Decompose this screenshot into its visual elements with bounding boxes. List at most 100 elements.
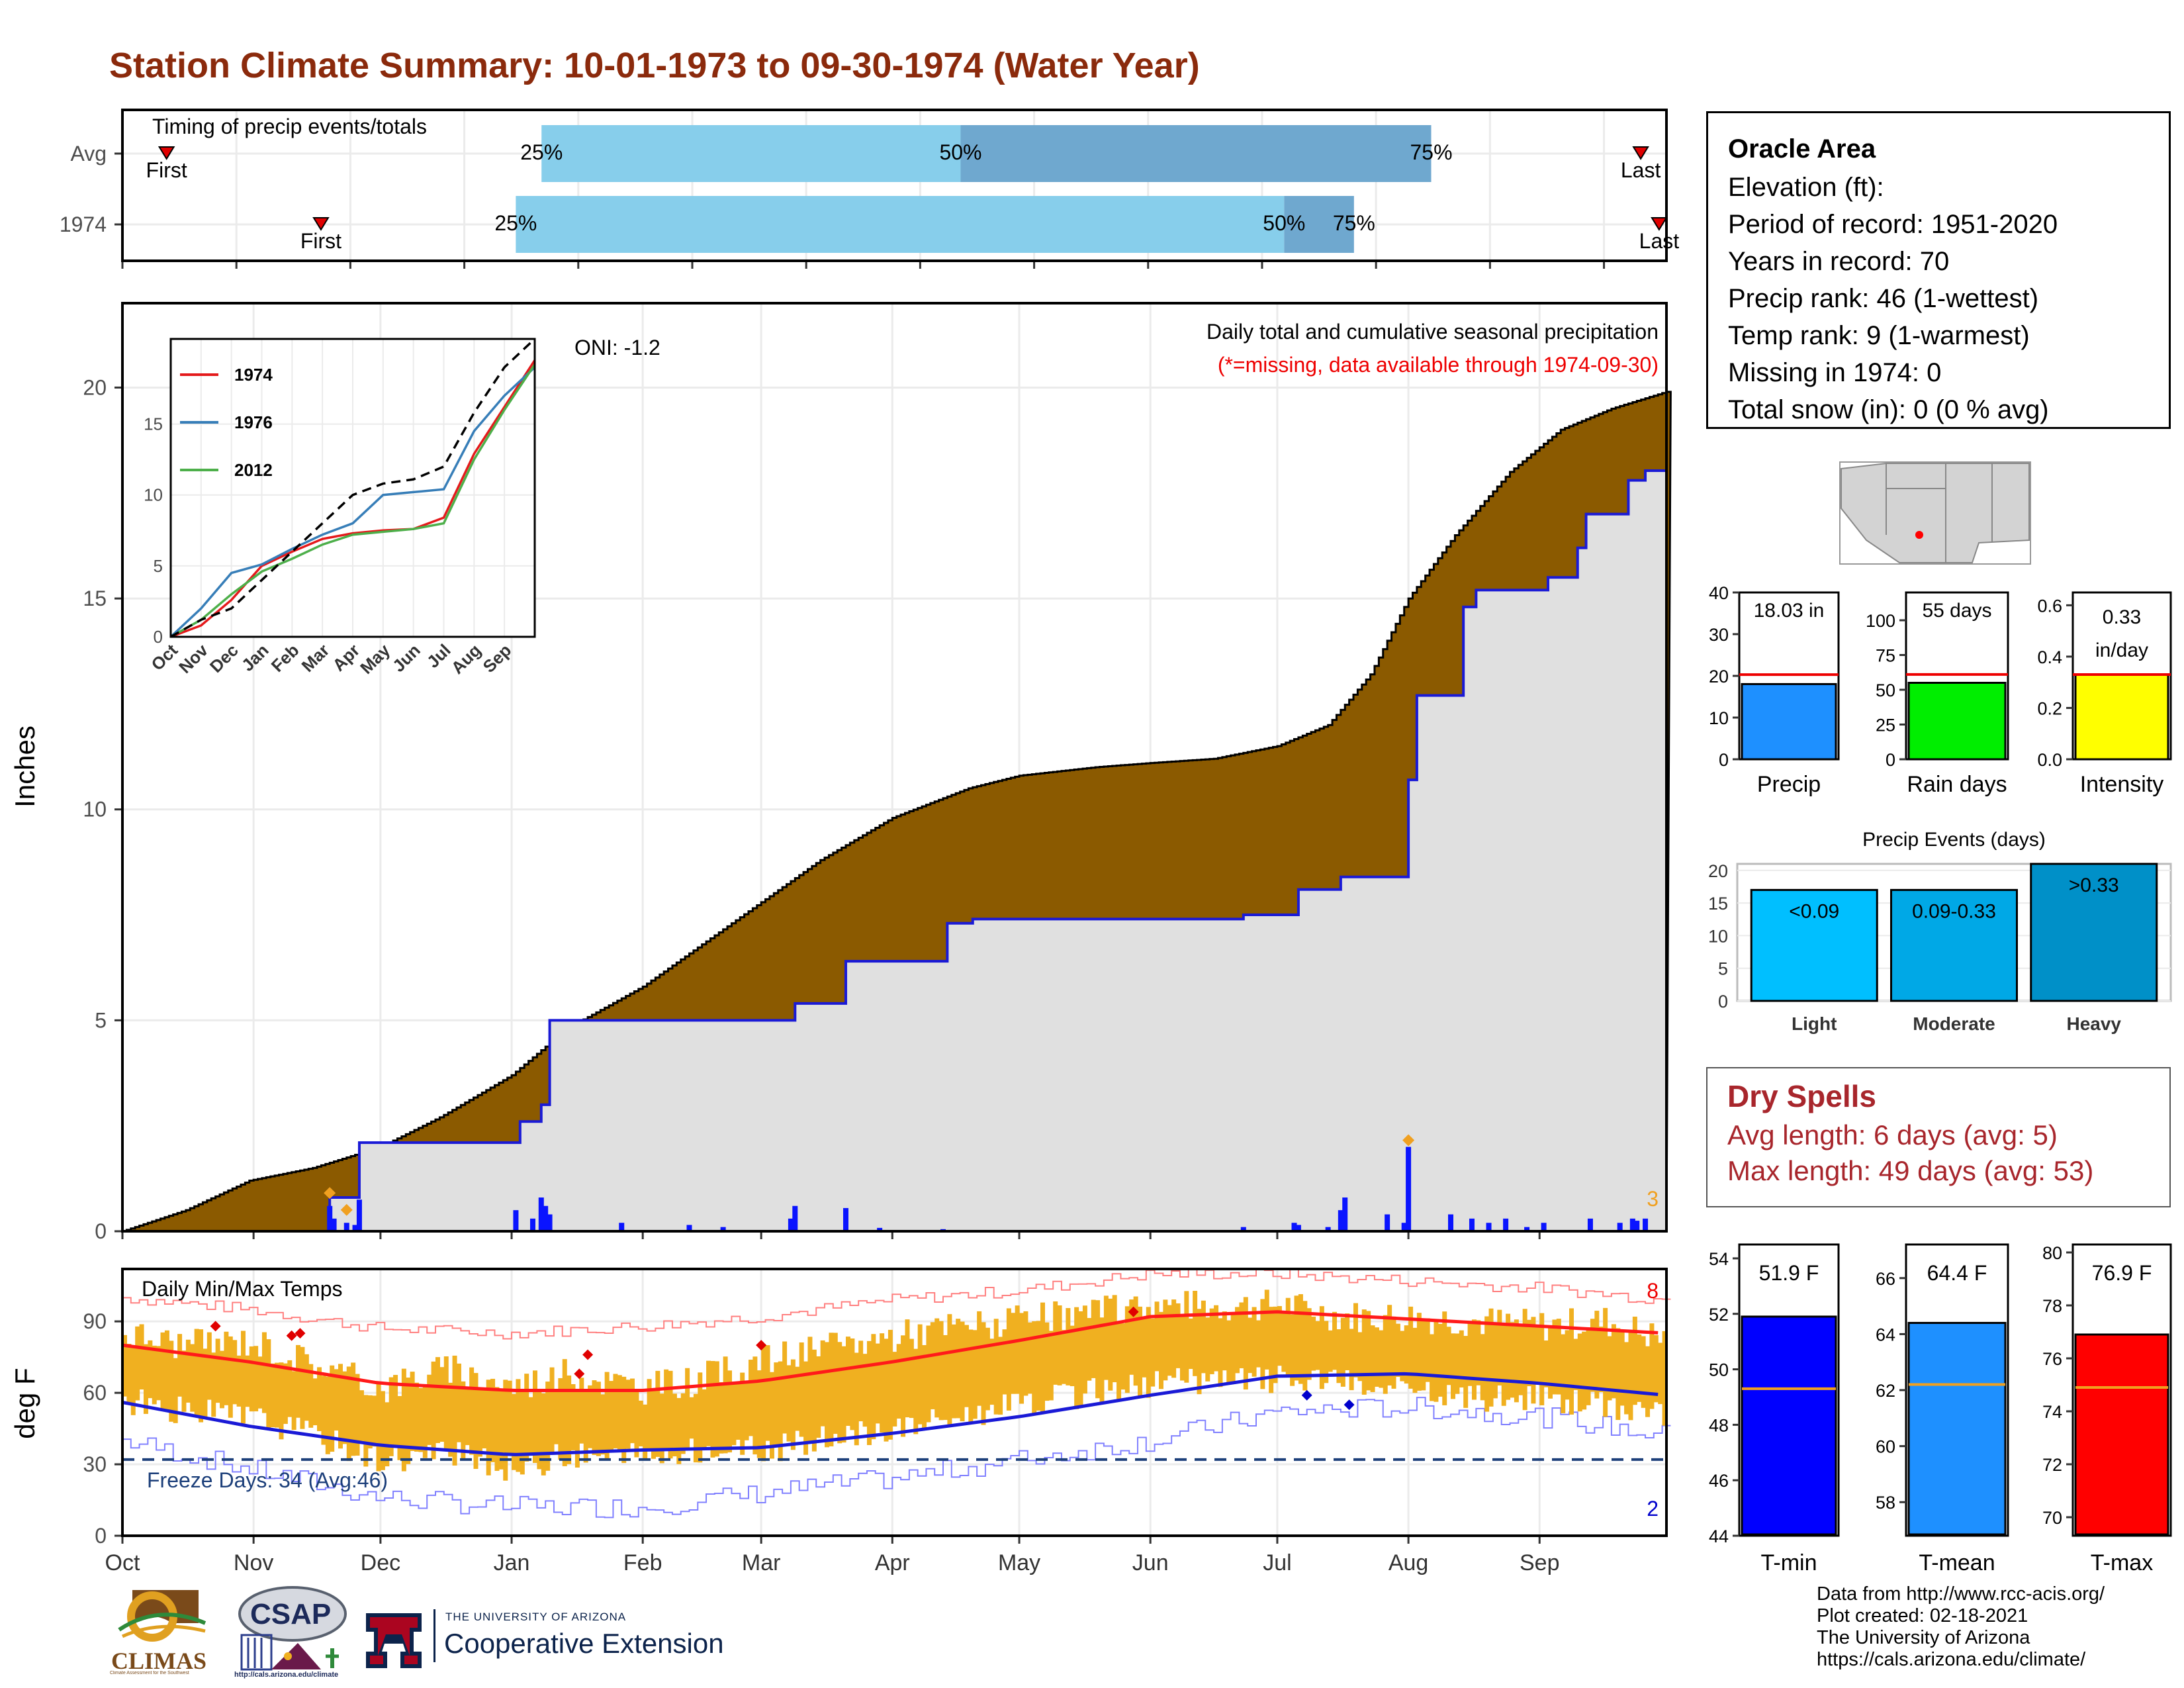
daily-temp-range-bar bbox=[1653, 1335, 1659, 1403]
daily-temp-range-bar bbox=[503, 1380, 508, 1481]
daily-temp-range-bar bbox=[1353, 1303, 1358, 1378]
daily-temp-range-bar bbox=[740, 1372, 745, 1455]
daily-temp-range-bar bbox=[435, 1357, 440, 1443]
daily-temp-range-bar bbox=[1298, 1294, 1303, 1384]
record-precip-marker bbox=[340, 1203, 353, 1216]
daily-temp-range-bar bbox=[989, 1338, 995, 1405]
daily-temp-range-bar bbox=[1048, 1331, 1054, 1401]
precip-stat-tick-label: 0.2 bbox=[2037, 698, 2062, 718]
daily-temp-range-bar bbox=[1040, 1302, 1046, 1413]
daily-temp-range-bar bbox=[1214, 1305, 1219, 1372]
daily-temp-range-bar bbox=[1416, 1313, 1422, 1391]
daily-temp-range-bar bbox=[668, 1370, 673, 1459]
temp-stat-bar-0 bbox=[1741, 1315, 1837, 1536]
daily-temp-range-bar bbox=[342, 1371, 347, 1444]
daily-temp-range-bar bbox=[1061, 1330, 1066, 1384]
daily-precip-bar bbox=[356, 1199, 362, 1231]
daily-temp-range-bar bbox=[1032, 1321, 1037, 1413]
daily-temp-range-bar bbox=[1243, 1297, 1248, 1390]
csap-logo-text: CSAP bbox=[250, 1598, 332, 1630]
daily-precip-bar bbox=[1385, 1214, 1390, 1231]
daily-temp-range-bar bbox=[744, 1381, 749, 1440]
daily-precip-bar bbox=[538, 1197, 544, 1231]
daily-temp-range-bar bbox=[858, 1340, 864, 1422]
daily-temp-range-bar bbox=[731, 1382, 737, 1446]
daily-temp-range-bar bbox=[304, 1354, 309, 1421]
climas-logo: CLIMAS Climate Assessment for the Southw… bbox=[106, 1583, 218, 1676]
timing-pct-label: 75% bbox=[1333, 211, 1375, 235]
daily-temp-range-bar bbox=[1066, 1308, 1071, 1385]
precip-ytick-label: 15 bbox=[83, 586, 107, 610]
daily-temp-range-bar bbox=[533, 1370, 537, 1464]
daily-temp-range-bar bbox=[1222, 1311, 1227, 1371]
daily-temp-range-bar bbox=[702, 1389, 707, 1448]
precip-ytick-label: 20 bbox=[83, 375, 107, 399]
climas-logo-subtext: Climate Assessment for the Southwest bbox=[110, 1671, 189, 1675]
precip-ytick-label: 5 bbox=[95, 1008, 107, 1032]
timing-row-label: Avg bbox=[70, 142, 107, 165]
daily-temp-range-bar bbox=[1497, 1309, 1502, 1385]
inset-ytick-label: 0 bbox=[154, 627, 163, 647]
daily-precip-bar bbox=[513, 1210, 519, 1231]
daily-temp-range-bar bbox=[1184, 1291, 1189, 1383]
daily-temp-range-bar bbox=[135, 1326, 140, 1401]
timing-pct-label: 50% bbox=[1263, 211, 1305, 235]
daily-temp-range-bar bbox=[1433, 1319, 1439, 1402]
record-high-line bbox=[122, 1268, 1671, 1340]
daily-temp-range-bar bbox=[1209, 1308, 1214, 1374]
daily-temp-range-bar bbox=[710, 1360, 715, 1458]
precip-events-bar-light bbox=[1750, 888, 1878, 1002]
daily-temp-range-bar bbox=[1577, 1333, 1582, 1412]
timing-pct-label: 50% bbox=[939, 140, 981, 164]
daily-temp-range-bar bbox=[1044, 1322, 1050, 1401]
daily-temp-range-bar bbox=[1446, 1327, 1451, 1385]
precip-stat-tick-label: 0.6 bbox=[2037, 596, 2062, 616]
daily-temp-range-bar bbox=[913, 1348, 919, 1434]
daily-temp-range-bar bbox=[1103, 1295, 1109, 1380]
daily-temp-range-bar bbox=[887, 1329, 893, 1440]
precip-ytick-label: 10 bbox=[83, 798, 107, 821]
info-missing: Missing in 1974: 0 bbox=[1728, 358, 1942, 387]
daily-temp-range-bar bbox=[1619, 1331, 1625, 1406]
temp-ytick-label: 60 bbox=[83, 1381, 107, 1405]
daily-temp-range-bar bbox=[685, 1368, 690, 1450]
precip-stat-tick-label: 40 bbox=[1709, 583, 1729, 603]
daily-temp-range-bar bbox=[786, 1365, 792, 1442]
daily-temp-range-bar bbox=[1527, 1319, 1532, 1387]
temp-stat-tick-label: 66 bbox=[1876, 1269, 1895, 1289]
daily-temp-range-bar bbox=[1179, 1316, 1185, 1381]
daily-temp-range-bar bbox=[482, 1389, 487, 1448]
precip-panel-title: Daily total and cumulative seasonal prec… bbox=[1206, 320, 1659, 344]
daily-temp-range-bar bbox=[1522, 1309, 1527, 1411]
daily-temp-range-bar bbox=[1095, 1300, 1101, 1399]
obs-cumulative-precip-line bbox=[122, 469, 1666, 1233]
record-temp-marker bbox=[210, 1321, 221, 1332]
daily-temp-range-bar bbox=[194, 1329, 199, 1417]
record-temp-marker bbox=[1343, 1399, 1355, 1411]
daily-temp-range-bar bbox=[1306, 1308, 1312, 1380]
daily-temp-range-bar bbox=[837, 1342, 842, 1444]
daily-temp-range-bar bbox=[1264, 1289, 1269, 1370]
daily-temp-range-bar bbox=[1476, 1320, 1481, 1385]
month-tick-label: Sep bbox=[1520, 1550, 1560, 1575]
precip-stat-tick-label: 30 bbox=[1709, 625, 1729, 645]
daily-precip-bar bbox=[352, 1225, 358, 1231]
timing-bar-50-75 bbox=[960, 125, 1432, 182]
daily-temp-range-bar bbox=[998, 1336, 1003, 1415]
daily-temp-range-bar bbox=[1548, 1326, 1553, 1399]
daily-temp-range-bar bbox=[1332, 1311, 1338, 1370]
daily-temp-range-bar bbox=[173, 1358, 178, 1423]
daily-temp-range-bar bbox=[769, 1372, 774, 1459]
timing-bar-25-50 bbox=[541, 125, 961, 182]
temp-stat-tick-label: 54 bbox=[1709, 1249, 1729, 1269]
daily-temp-range-bar bbox=[1658, 1342, 1663, 1405]
daily-temp-range-bar bbox=[215, 1338, 220, 1403]
daily-temp-range-bar bbox=[1091, 1299, 1096, 1378]
precip-stat-bar-2 bbox=[2074, 673, 2169, 761]
daily-temp-range-bar bbox=[1197, 1309, 1202, 1395]
temp-count-low: 2 bbox=[1647, 1497, 1659, 1521]
daily-precip-bar bbox=[1541, 1223, 1547, 1231]
precip-stat-tick-label: 0 bbox=[1886, 750, 1895, 770]
daily-temp-range-bar bbox=[1615, 1328, 1621, 1421]
temp-stat-tick-label: 58 bbox=[1876, 1493, 1895, 1513]
